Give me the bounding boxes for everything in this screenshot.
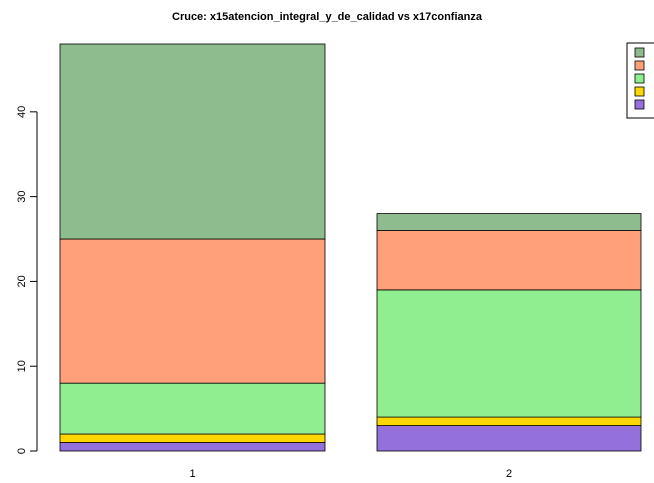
- x-tick-label: 1: [189, 468, 195, 478]
- legend-swatch: [634, 99, 645, 110]
- bar-segment: [376, 213, 642, 231]
- bar-segment: [376, 425, 642, 452]
- bar-segment: [59, 442, 326, 452]
- y-tick-label: 20: [16, 275, 28, 287]
- bar-segment: [59, 382, 326, 435]
- y-tick-label: 0: [16, 448, 28, 454]
- chart-title: Cruce: x15atencion_integral_y_de_calidad…: [172, 11, 483, 23]
- bar-segment: [59, 43, 326, 240]
- x-tick-label: 2: [506, 468, 512, 478]
- bar-segment: [376, 289, 642, 418]
- legend-swatch: [634, 60, 645, 71]
- y-tick-label: 40: [16, 106, 28, 118]
- bar-segment: [376, 230, 642, 291]
- legend-swatch: [634, 73, 645, 84]
- y-tick-label: 30: [16, 191, 28, 203]
- bar-segment: [59, 238, 326, 384]
- legend-swatch: [634, 86, 645, 97]
- bar-segment: [59, 433, 326, 443]
- bar-segment: [376, 416, 642, 426]
- legend-box: [626, 42, 654, 119]
- legend-swatch: [634, 47, 645, 58]
- y-tick-label: 10: [16, 360, 28, 372]
